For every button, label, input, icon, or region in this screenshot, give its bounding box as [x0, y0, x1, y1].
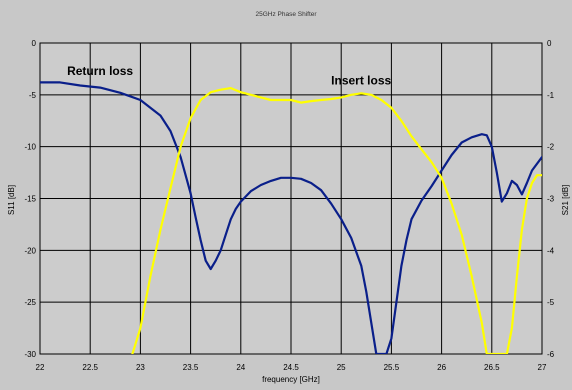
return-loss-label: Return loss — [67, 64, 133, 78]
y-left-tick-label: -20 — [24, 246, 36, 255]
x-tick-label: 24 — [236, 363, 245, 372]
y-right-tick-label: -1 — [547, 91, 555, 100]
y-axis-label-left: S11 [dB] — [7, 185, 16, 215]
x-tick-label: 26 — [437, 363, 446, 372]
x-tick-label: 22.5 — [82, 363, 98, 372]
y-right-tick-label: 0 — [547, 39, 552, 48]
x-tick-label: 25.5 — [384, 363, 400, 372]
y-right-tick-label: -4 — [547, 246, 555, 255]
y-right-tick-label: -5 — [547, 298, 555, 307]
x-tick-label: 24.5 — [283, 363, 299, 372]
x-tick-label: 23.5 — [183, 363, 199, 372]
y-left-tick-label: -25 — [24, 298, 36, 307]
annotations: Return loss Insert loss — [67, 64, 391, 87]
y-left-tick-label: -5 — [29, 91, 37, 100]
s11-line — [40, 81, 542, 354]
series — [40, 81, 542, 354]
y-left-tick-label: -30 — [24, 350, 36, 359]
x-tick-label: 25 — [337, 363, 346, 372]
s21-line — [131, 86, 542, 354]
y-right-tick-label: -2 — [547, 143, 555, 152]
y-left-tick-label: -10 — [24, 143, 36, 152]
x-tick-label: 26.5 — [484, 363, 500, 372]
x-tick-label: 27 — [538, 363, 547, 372]
y-left-tick-label: -15 — [24, 195, 36, 204]
y-right-tick-label: -3 — [547, 195, 555, 204]
chart-title: 25GHz Phase Shifter — [255, 11, 317, 18]
x-tick-label: 22 — [36, 363, 45, 372]
insert-loss-label: Insert loss — [331, 73, 391, 87]
x-tick-label: 23 — [136, 363, 145, 372]
tick-labels: 22 22.5 23 23.5 24 24.5 25 25.5 26 26.5 27 0 0 -5 -1 -1… — [24, 39, 554, 372]
y-axis-label-right: S21 [dB] — [561, 185, 570, 216]
x-axis-label: frequency [GHz] — [262, 375, 320, 384]
y-right-tick-label: -6 — [547, 350, 555, 359]
y-left-tick-label: 0 — [32, 39, 37, 48]
